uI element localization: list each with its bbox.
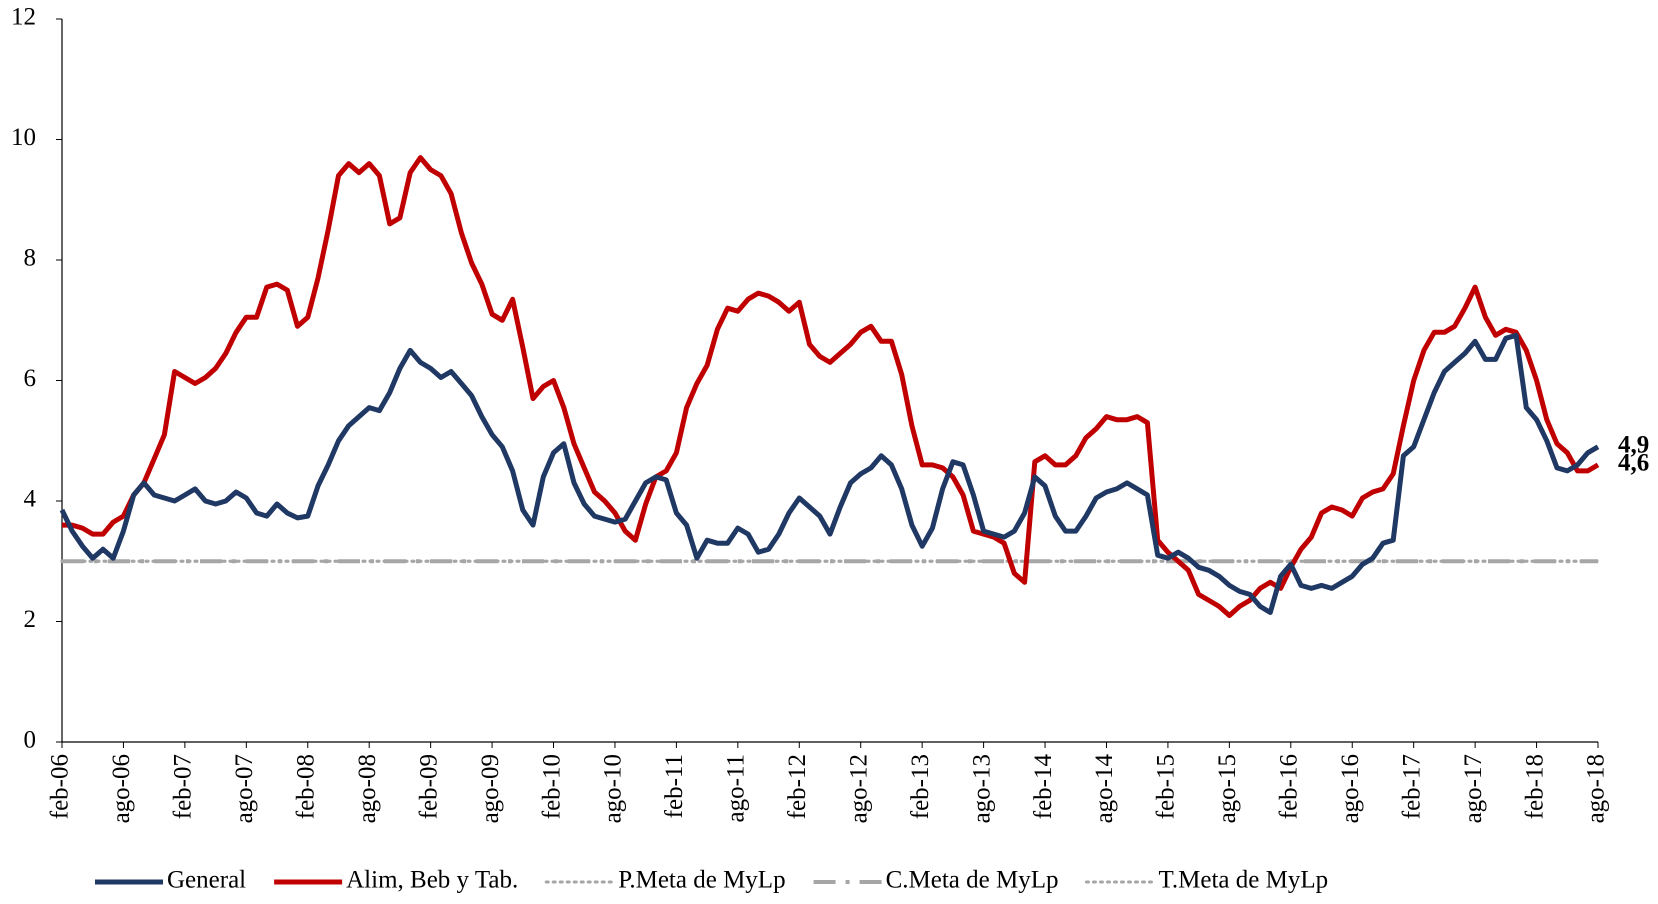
x-tick-label: ago-16: [1337, 754, 1364, 823]
x-tick-label: feb-07: [170, 754, 197, 819]
x-tick-label: ago-11: [723, 754, 750, 823]
series-line: [62, 155, 1600, 618]
x-tick-label: ago-09: [477, 754, 504, 823]
x-tick-label: feb-09: [415, 754, 442, 819]
x-tick-label: ago-18: [1583, 754, 1610, 823]
x-tick-label: feb-06: [47, 754, 74, 819]
legend-label: C.Meta de MyLp: [886, 867, 1059, 894]
y-tick-label: 2: [24, 606, 37, 633]
y-tick-label: 12: [11, 4, 36, 31]
y-tick-label: 0: [24, 727, 37, 754]
x-tick-label: ago-08: [354, 754, 381, 823]
x-tick-label: ago-07: [231, 754, 258, 823]
x-tick-label: feb-13: [907, 754, 934, 819]
y-tick-label: 6: [24, 365, 37, 392]
end-label: 4,6: [1618, 450, 1649, 477]
x-tick-label: feb-14: [1030, 754, 1057, 820]
x-tick-label: ago-06: [108, 754, 135, 823]
legend-label: T.Meta de MyLp: [1158, 867, 1328, 894]
x-tick-label: feb-10: [538, 754, 565, 819]
x-tick-label: ago-17: [1460, 754, 1487, 823]
x-tick-label: ago-12: [845, 754, 872, 823]
end-label: 4,9: [1618, 432, 1649, 459]
x-tick-label: ago-15: [1214, 754, 1241, 823]
series-line: [59, 332, 1600, 615]
y-tick-label: 8: [24, 245, 37, 272]
y-tick-label: 4: [24, 486, 37, 513]
y-tick-label: 10: [11, 124, 36, 151]
x-tick-label: feb-08: [292, 754, 319, 819]
legend-label: General: [167, 867, 246, 894]
x-tick-label: feb-15: [1153, 754, 1180, 819]
x-tick-label: feb-12: [784, 754, 811, 819]
x-tick-label: ago-13: [968, 754, 995, 823]
legend-label: Alim, Beb y Tab.: [346, 867, 518, 894]
x-tick-label: feb-18: [1521, 754, 1548, 819]
x-tick-label: feb-11: [661, 754, 688, 818]
x-tick-label: ago-14: [1091, 754, 1118, 824]
x-tick-label: feb-16: [1276, 754, 1303, 819]
legend-label: P.Meta de MyLp: [618, 867, 785, 894]
x-tick-label: feb-17: [1398, 754, 1425, 819]
x-tick-label: ago-10: [600, 754, 627, 823]
